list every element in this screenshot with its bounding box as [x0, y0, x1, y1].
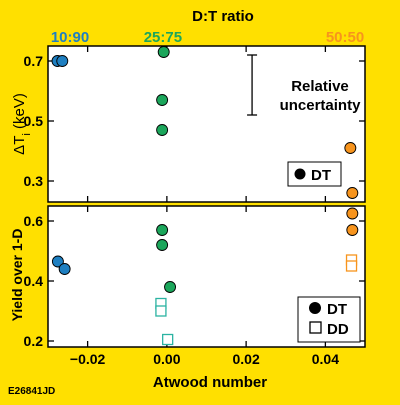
data-point-orange-circle: [344, 142, 357, 154]
y-tick-label: 0.6: [24, 213, 44, 229]
bottom-legend-dd-marker: [309, 321, 322, 334]
top-legend-dt-marker: [294, 168, 306, 180]
data-point-blue-circle: [58, 263, 71, 275]
data-point-green-circle: [156, 224, 169, 236]
bottom-legend-dt-label: DT: [327, 301, 347, 318]
data-point-blue-circle: [56, 55, 69, 67]
data-point-green-circle: [164, 281, 176, 293]
data-point-orange-circle: [346, 187, 359, 199]
bottom-legend-box: [297, 296, 361, 343]
y-tick-label: 0.7: [24, 53, 44, 69]
uncertainty-label-line-1: Relative: [291, 78, 349, 95]
top-y-axis-label-unit: (keV): [11, 93, 28, 133]
x-axis-label: Atwood number: [153, 374, 267, 391]
uncertainty-label-line-2: uncertainty: [280, 97, 362, 114]
data-point-orange-square: [345, 260, 358, 272]
data-point-blue-circle: [51, 255, 64, 268]
y-tick-label: 0.5: [24, 113, 44, 129]
top-data-points: [51, 46, 359, 199]
bottom-data-points: [51, 207, 359, 346]
dt-ratio-label: 10:90: [51, 29, 89, 46]
dt-ratio-label: 50:50: [326, 29, 364, 46]
bottom-axis-ticks: −0.02 0.00 0.02 0.04 0.2 0.4 0.6: [24, 206, 365, 367]
top-axis-ticks: 0.3 0.5 0.7: [24, 46, 365, 202]
data-point-green-circle: [156, 239, 169, 251]
dt-ratio-label: 25:75: [144, 29, 182, 46]
y-tick-label: 0.3: [24, 173, 44, 189]
figure-id: E26841JD: [8, 386, 55, 397]
data-point-orange-circle: [346, 207, 359, 220]
bottom-y-axis-label: Yield over 1-D: [9, 229, 25, 322]
dt-ratio-labels: 10:90 25:75 50:50: [51, 29, 364, 46]
data-point-orange-circle: [346, 224, 359, 236]
chart-title: D:T ratio: [192, 8, 254, 25]
top-legend-dt-label: DT: [311, 167, 331, 184]
x-tick-label: 0.04: [312, 351, 339, 367]
x-tick-label: −0.02: [70, 351, 106, 367]
top-y-axis-label: ΔTi (keV): [11, 93, 33, 155]
data-point-teal-square: [155, 305, 167, 317]
data-point-green-circle: [156, 94, 169, 106]
top-y-axis-label-delta: ΔT: [11, 136, 28, 155]
bottom-legend: DT DD: [297, 296, 361, 343]
bottom-legend-dt-marker: [309, 302, 321, 314]
x-tick-label: 0.00: [153, 351, 180, 367]
relative-uncertainty-error-bar: [247, 54, 258, 116]
bottom-legend-dd-label: DD: [327, 321, 349, 338]
data-point-green-circle: [157, 46, 170, 58]
data-point-green-circle: [156, 124, 169, 136]
data-point-teal-square: [162, 333, 174, 346]
y-tick-label: 0.2: [24, 333, 44, 349]
top-y-axis-label-subscript: i: [21, 133, 33, 135]
x-tick-label: 0.02: [233, 351, 260, 367]
top-legend: DT: [287, 161, 342, 187]
y-tick-label: 0.4: [24, 273, 44, 289]
